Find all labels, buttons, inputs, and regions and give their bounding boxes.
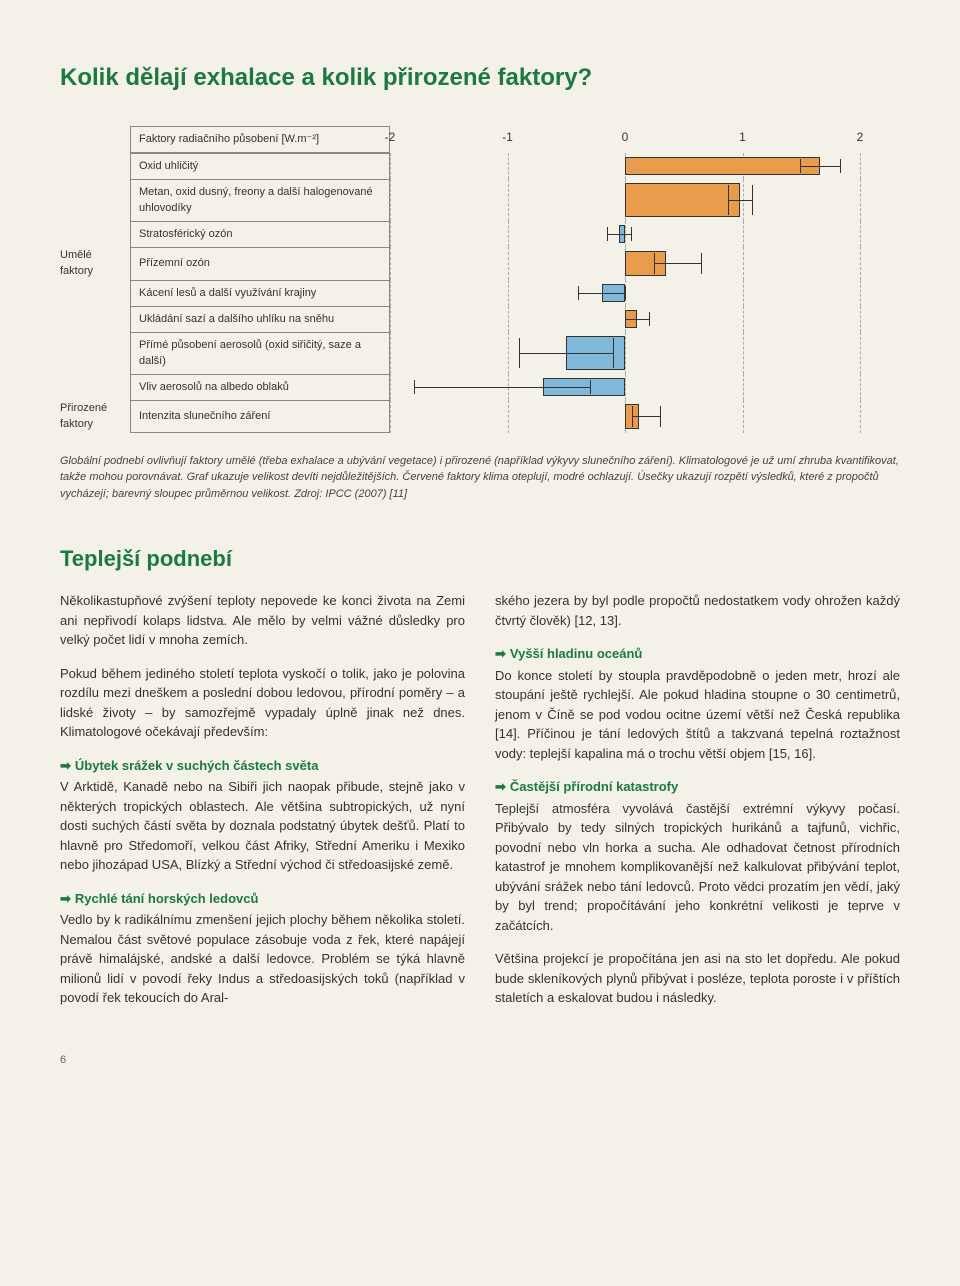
chart-row: Přirozené faktoryIntenzita slunečního zá… <box>60 400 900 433</box>
axis-tick: 0 <box>622 128 629 146</box>
chart-caption: Globální podnebí ovlivňují faktory umělé… <box>60 453 900 503</box>
bullet-body: Vedlo by k radikálnímu zmenšení jejich p… <box>60 910 465 1008</box>
chart-group-label <box>60 332 130 374</box>
error-cap <box>519 338 520 368</box>
bullet-heading: ➡Vyšší hladinu oceánů <box>495 644 900 664</box>
chart-group-label <box>60 374 130 400</box>
error-cap <box>701 253 702 274</box>
chart-row: Kácení lesů a další využívání krajiny <box>60 280 900 306</box>
chart-plot-cell <box>390 153 900 179</box>
axis-tick: 1 <box>739 128 746 146</box>
chart-plot-cell <box>390 179 900 221</box>
chart-group-label <box>60 221 130 247</box>
arrow-icon: ➡ <box>495 646 506 661</box>
chart-plot-cell <box>390 400 900 433</box>
axis-tick: 2 <box>857 128 864 146</box>
chart-axis: -2-1012 <box>390 126 900 153</box>
error-cap <box>728 185 729 215</box>
chart-row: Metan, oxid dusný, freony a další haloge… <box>60 179 900 221</box>
arrow-icon: ➡ <box>60 758 71 773</box>
error-cap <box>578 286 579 300</box>
error-bar <box>519 353 613 354</box>
chart-row-label: Oxid uhličitý <box>130 153 390 179</box>
chart-plot-cell <box>390 247 900 280</box>
error-cap <box>800 159 801 173</box>
bullet-heading: ➡Úbytek srážek v suchých částech světa <box>60 756 465 776</box>
chart-row-label: Metan, oxid dusný, freony a další haloge… <box>130 179 390 221</box>
chart-row: Stratosférický ozón <box>60 221 900 247</box>
chart-row-label: Intenzita slunečního záření <box>130 400 390 433</box>
chart-row: Umělé faktoryPřízemní ozón <box>60 247 900 280</box>
bullet-body: V Arktidě, Kanadě nebo na Sibiři jich na… <box>60 777 465 875</box>
column-right: ského jezera by byl podle propočtů nedos… <box>495 591 900 1022</box>
chart-row: Oxid uhličitý <box>60 153 900 179</box>
page-number: 6 <box>60 1052 900 1069</box>
chart-group-label: Přirozené faktory <box>60 400 130 433</box>
paragraph: Několikastupňové zvýšení teploty nepoved… <box>60 591 465 650</box>
arrow-icon: ➡ <box>495 779 506 794</box>
error-bar <box>625 319 649 320</box>
error-cap <box>654 253 655 274</box>
chart-row: Přímé působení aerosolů (oxid siřičitý, … <box>60 332 900 374</box>
chart-group-label <box>60 280 130 306</box>
bullet-body: Teplejší atmosféra vyvolává častější ext… <box>495 799 900 936</box>
chart-row-label: Ukládání sazí a dalšího uhlíku na sněhu <box>130 306 390 332</box>
paragraph: Pokud během jediného století teplota vys… <box>60 664 465 742</box>
chart-plot-cell <box>390 332 900 374</box>
chart-header-label: Faktory radiačního působení [W.m⁻²] <box>130 126 390 153</box>
error-cap <box>631 227 632 241</box>
chart-row-label: Přímé působení aerosolů (oxid siřičitý, … <box>130 332 390 374</box>
chart-row-label: Stratosférický ozón <box>130 221 390 247</box>
chart-row-label: Kácení lesů a další využívání krajiny <box>130 280 390 306</box>
chart-group-label <box>60 153 130 179</box>
chart-row-label: Vliv aerosolů na albedo oblaků <box>130 374 390 400</box>
chart-group-label <box>60 306 130 332</box>
error-cap <box>752 185 753 215</box>
chart-bar <box>625 157 820 175</box>
error-bar <box>800 166 840 167</box>
chart-group-label <box>60 179 130 221</box>
error-cap <box>840 159 841 173</box>
error-cap <box>625 286 626 300</box>
paragraph: Většina projekcí je propočítána jen asi … <box>495 949 900 1008</box>
error-bar <box>414 387 590 388</box>
error-bar <box>607 234 631 235</box>
error-bar <box>632 416 660 417</box>
error-cap <box>660 406 661 427</box>
error-cap <box>607 227 608 241</box>
bullet-heading: ➡Rychlé tání horských ledovců <box>60 889 465 909</box>
error-cap <box>613 338 614 368</box>
chart-group-label: Umělé faktory <box>60 247 130 280</box>
axis-tick: -2 <box>385 128 396 146</box>
chart-plot-cell <box>390 306 900 332</box>
error-cap <box>632 406 633 427</box>
bullet-heading: ➡Častější přírodní katastrofy <box>495 777 900 797</box>
error-bar <box>654 263 701 264</box>
body-columns: Několikastupňové zvýšení teploty nepoved… <box>60 591 900 1022</box>
section-title: Teplejší podnebí <box>60 542 900 575</box>
chart-plot-cell <box>390 374 900 400</box>
paragraph: ského jezera by byl podle propočtů nedos… <box>495 591 900 630</box>
radiative-forcing-chart: Faktory radiačního působení [W.m⁻²] -2 -1… <box>60 126 900 433</box>
column-left: Několikastupňové zvýšení teploty nepoved… <box>60 591 465 1022</box>
chart-row-label: Přízemní ozón <box>130 247 390 280</box>
axis-tick: -1 <box>502 128 513 146</box>
arrow-icon: ➡ <box>60 891 71 906</box>
chart-plot-cell <box>390 280 900 306</box>
chart-row: Ukládání sazí a dalšího uhlíku na sněhu <box>60 306 900 332</box>
page-title: Kolik dělají exhalace a kolik přirozené … <box>60 60 900 96</box>
error-cap <box>649 312 650 326</box>
bullet-body: Do konce století by stoupla pravděpodobn… <box>495 666 900 764</box>
chart-plot-cell <box>390 221 900 247</box>
error-cap <box>625 312 626 326</box>
chart-row: Vliv aerosolů na albedo oblaků <box>60 374 900 400</box>
error-cap <box>414 380 415 394</box>
chart-bar <box>625 183 740 217</box>
error-cap <box>590 380 591 394</box>
error-bar <box>578 293 625 294</box>
error-bar <box>728 200 752 201</box>
